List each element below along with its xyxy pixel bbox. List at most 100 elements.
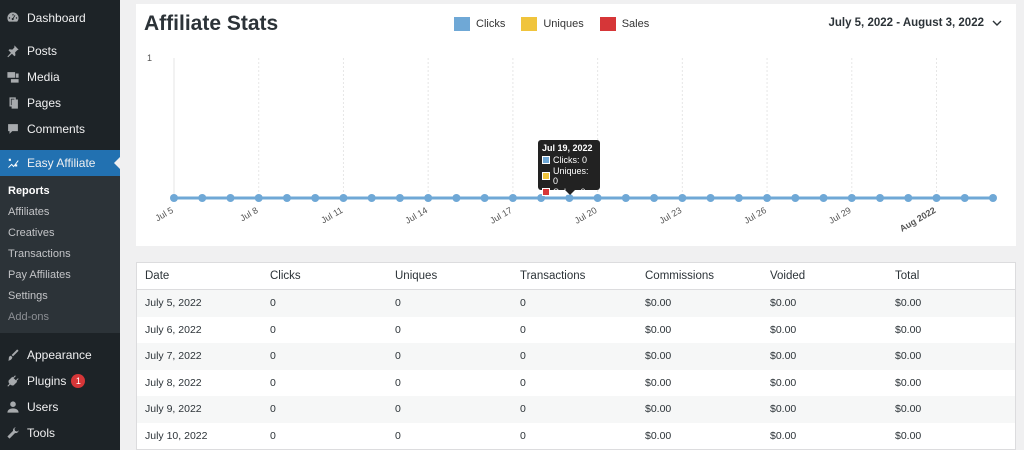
data-point <box>876 194 885 202</box>
submenu-reports[interactable]: Reports <box>8 185 50 197</box>
cell-commissions: $0.00 <box>637 343 762 370</box>
menu-pages[interactable]: Pages <box>0 90 120 116</box>
data-point <box>904 194 913 202</box>
table-header-row: Date Clicks Uniques Transactions Commiss… <box>137 263 1015 290</box>
data-point <box>565 194 574 202</box>
legend-swatch-sales <box>599 17 616 31</box>
cell-date: July 6, 2022 <box>145 323 202 336</box>
cell-date: July 10, 2022 <box>145 429 208 442</box>
date-range-picker[interactable]: July 5, 2022 - August 3, 2022 <box>828 17 1002 29</box>
legend-label-clicks: Clicks <box>476 18 506 30</box>
menu-pages-label: Pages <box>27 96 62 110</box>
menu-media-label: Media <box>27 70 60 84</box>
cell-clicks: 0 <box>262 396 387 423</box>
tooltip-swatch-clicks <box>542 156 550 165</box>
chart-tooltip: Jul 19, 2022 Clicks: 0 Uniques: 0 Sales:… <box>538 140 600 197</box>
col-clicks: Clicks <box>262 263 387 290</box>
x-tick-label: Jul 17 <box>488 205 514 226</box>
cell-voided: $0.00 <box>770 323 797 336</box>
legend-label-uniques: Uniques <box>543 18 584 30</box>
cell-date: July 9, 2022 <box>137 396 262 423</box>
legend-sales[interactable]: Sales <box>599 17 650 31</box>
pin-icon <box>6 44 20 58</box>
data-point <box>650 194 659 202</box>
menu-easy-affiliate-label: Easy Affiliate <box>27 156 96 170</box>
cell-voided: $0.00 <box>770 376 797 389</box>
data-point <box>847 194 856 202</box>
chart-legend: Clicks Uniques Sales <box>454 17 649 31</box>
legend-clicks[interactable]: Clicks <box>454 17 505 31</box>
tooltip-swatch-sales <box>542 187 550 196</box>
cell-clicks: 0 <box>262 343 387 370</box>
cell-uniques: 0 <box>395 429 401 442</box>
cell-clicks: 0 <box>270 323 276 336</box>
tooltip-row-clicks: Clicks: 0 <box>542 155 596 166</box>
data-point <box>480 194 489 202</box>
menu-plugins-label: Plugins <box>27 374 67 388</box>
date-range-label: July 5, 2022 - August 3, 2022 <box>828 17 984 29</box>
menu-appearance-label: Appearance <box>27 348 92 362</box>
menu-comments[interactable]: Comments <box>0 116 120 142</box>
menu-users-label: Users <box>27 400 59 414</box>
cell-voided: $0.00 <box>762 396 887 423</box>
menu-easy-affiliate[interactable]: Easy Affiliate <box>0 150 120 176</box>
cell-total: $0.00 <box>895 323 922 336</box>
submenu-add-ons[interactable]: Add-ons <box>8 311 49 323</box>
menu-media[interactable]: Media <box>0 64 120 90</box>
legend-label-sales: Sales <box>621 18 650 30</box>
submenu-affiliates[interactable]: Affiliates <box>8 206 50 218</box>
submenu-creatives[interactable]: Creatives <box>8 227 55 239</box>
table-row: July 9, 2022 0 0 0 $0.00 $0.00 $0.00 <box>137 396 1015 423</box>
menu-posts[interactable]: Posts <box>0 38 120 64</box>
tooltip-uniques: Uniques: 0 <box>553 165 589 187</box>
col-uniques: Uniques <box>387 263 512 290</box>
cell-commissions: $0.00 <box>645 376 672 389</box>
x-tick-label: Jul 11 <box>319 205 344 225</box>
submenu-transactions[interactable]: Transactions <box>8 248 71 260</box>
menu-dashboard-label: Dashboard <box>27 11 86 25</box>
cell-total: $0.00 <box>887 289 1015 317</box>
x-tick-label: Jul 14 <box>403 205 429 226</box>
data-point <box>367 194 376 202</box>
menu-dashboard[interactable]: Dashboard <box>0 5 120 31</box>
col-voided: Voided <box>762 263 887 290</box>
menu-tools[interactable]: Tools <box>0 420 120 446</box>
cell-total: $0.00 <box>895 376 922 389</box>
cell-uniques: 0 <box>387 396 512 423</box>
data-point <box>706 194 715 202</box>
plugins-update-badge: 1 <box>71 374 86 388</box>
cell-date: July 7, 2022 <box>137 343 262 370</box>
cell-uniques: 0 <box>387 343 512 370</box>
menu-plugins[interactable]: Plugins 1 <box>0 368 120 394</box>
plugin-icon <box>6 374 20 388</box>
cell-commissions: $0.00 <box>645 429 672 442</box>
data-point <box>508 194 517 202</box>
active-indicator <box>114 157 120 169</box>
cell-transactions: 0 <box>520 429 526 442</box>
cell-clicks: 0 <box>270 376 276 389</box>
cell-transactions: 0 <box>520 376 526 389</box>
brush-icon <box>6 348 20 362</box>
cell-commissions: $0.00 <box>637 396 762 423</box>
data-point <box>424 194 433 202</box>
page-title: Affiliate Stats <box>144 12 279 35</box>
tooltip-clicks: Clicks: 0 <box>553 155 588 165</box>
legend-uniques[interactable]: Uniques <box>521 17 584 31</box>
data-point <box>198 194 207 202</box>
admin-sidebar: Dashboard Posts Media Pages Comments Eas… <box>0 0 120 450</box>
data-point <box>763 194 772 202</box>
menu-users[interactable]: Users <box>0 394 120 420</box>
cell-transactions: 0 <box>520 323 526 336</box>
col-commissions: Commissions <box>637 263 762 290</box>
data-point <box>989 194 997 202</box>
data-point <box>452 194 461 202</box>
wrench-icon <box>6 426 20 440</box>
menu-appearance[interactable]: Appearance <box>0 342 120 368</box>
data-point <box>819 194 828 202</box>
table-row: July 5, 2022 0 0 0 $0.00 $0.00 $0.00 <box>137 289 1015 317</box>
submenu-pay-affiliates[interactable]: Pay Affiliates <box>8 269 71 281</box>
submenu-settings[interactable]: Settings <box>8 290 48 302</box>
data-point <box>734 194 743 202</box>
chevron-down-icon <box>992 20 1002 26</box>
tooltip-sales: Sales: 0 <box>553 186 586 197</box>
